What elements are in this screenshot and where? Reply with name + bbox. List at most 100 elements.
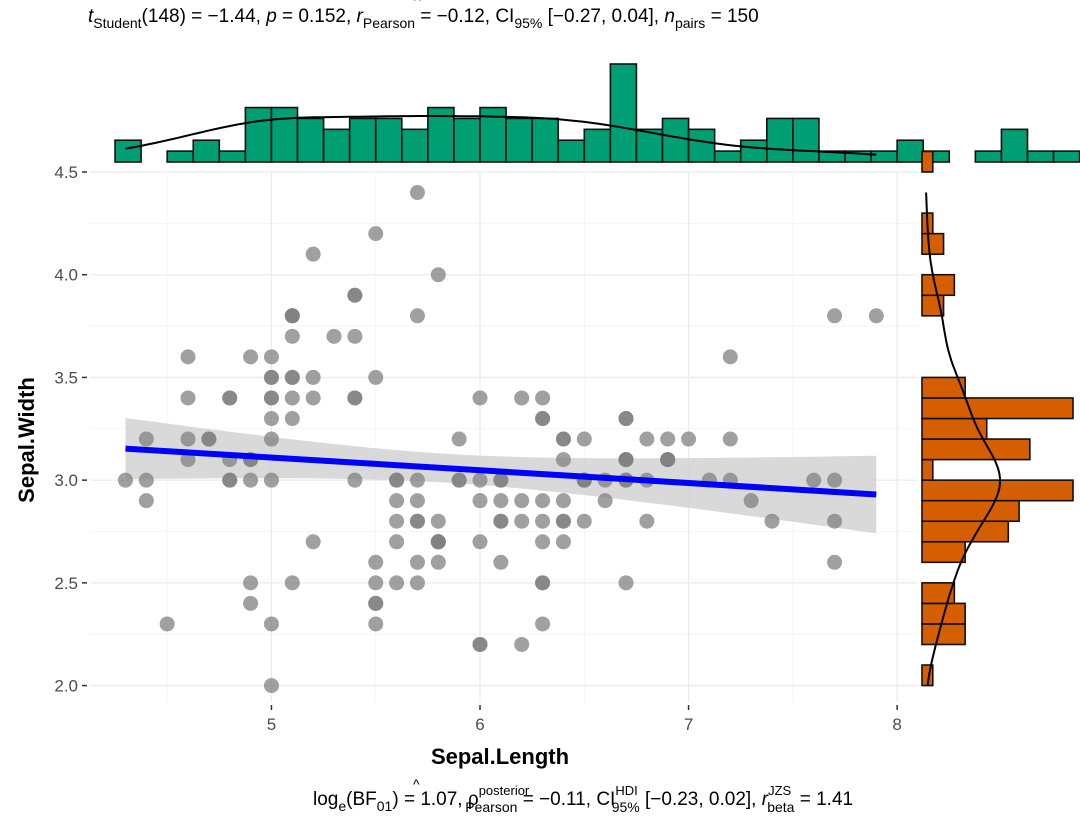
y-tick-label: 2.0	[54, 677, 78, 696]
scatter-point	[389, 513, 405, 529]
scatter-point	[389, 575, 405, 591]
scatter-point	[409, 513, 425, 529]
scatter-point	[555, 513, 571, 529]
x-histogram-bar	[557, 139, 586, 163]
x-histogram-bar	[1052, 150, 1080, 163]
scatter-point	[660, 431, 676, 447]
x-density-curve	[125, 115, 877, 156]
scatter-point	[326, 328, 342, 344]
scatter-point	[305, 369, 321, 385]
scatter-point	[180, 431, 196, 447]
y-histogram-bar	[921, 520, 1010, 543]
scatter-point	[827, 554, 843, 570]
scatter-point	[493, 493, 509, 509]
scatter-point	[514, 390, 530, 406]
x-axis: 5 6 7 8	[267, 705, 902, 734]
scatter-point	[430, 554, 446, 570]
scatter-point	[660, 452, 676, 468]
scatter-point	[243, 472, 259, 488]
scatter-point	[347, 287, 363, 303]
scatter-point	[430, 513, 446, 529]
scatter-point	[117, 472, 133, 488]
x-histogram-bar	[583, 128, 612, 163]
x-histogram-bar	[453, 117, 481, 163]
scatter-point	[409, 308, 425, 324]
scatter-point	[243, 349, 259, 365]
scatter-point	[368, 226, 384, 242]
x-histogram-bar	[270, 106, 299, 163]
y-tick-label: 4.0	[54, 266, 78, 285]
x-histogram-bar	[374, 117, 403, 163]
x-histogram-bar	[687, 128, 716, 163]
scatter-point	[263, 616, 279, 632]
y-histogram-bar	[921, 376, 966, 399]
x-histogram-bar	[1026, 150, 1055, 163]
scatter-point	[535, 534, 551, 550]
scatter-point	[263, 349, 279, 365]
x-histogram-bar	[792, 117, 820, 163]
scatter-point	[535, 575, 551, 591]
scatter-point	[284, 575, 300, 591]
x-histogram-bar	[661, 117, 690, 163]
y-histogram-bar	[921, 150, 934, 173]
y-histogram-bars	[921, 150, 1074, 687]
scatter-point	[180, 452, 196, 468]
scatter-point	[138, 431, 154, 447]
scatter-point	[722, 349, 738, 365]
x-histogram-bar	[192, 139, 221, 163]
scatter-point	[576, 513, 592, 529]
scatter-point	[159, 616, 175, 632]
y-tick-label: 2.5	[54, 574, 78, 593]
scatter-point	[305, 534, 321, 550]
y-tick-label: 3.0	[54, 471, 78, 490]
scatter-point	[535, 493, 551, 509]
rho-hat-accent: ^	[413, 776, 420, 792]
scatter-point	[243, 595, 259, 611]
x-histogram-bar	[531, 117, 560, 163]
scatter-point	[535, 411, 551, 427]
scatter-point	[347, 390, 363, 406]
scatter-point	[555, 493, 571, 509]
x-histogram-bar	[322, 128, 351, 163]
scatter-point	[827, 472, 843, 488]
scatter-point	[368, 369, 384, 385]
scatter-point	[409, 472, 425, 488]
scatter-point	[222, 390, 238, 406]
x-histogram-bar	[218, 150, 247, 163]
y-histogram-bar	[921, 499, 1020, 523]
scatter-point	[284, 308, 300, 324]
scatter-point	[764, 513, 780, 529]
scatter-point	[347, 472, 363, 488]
scatter-point	[263, 678, 279, 694]
y-histogram-bar	[921, 582, 956, 605]
x-tick-label: 6	[475, 715, 484, 734]
y-histogram-bar	[921, 540, 966, 564]
scatter-panel	[90, 171, 918, 702]
y-histogram-bar	[921, 438, 1031, 461]
scatter-point	[806, 472, 822, 488]
scatter-point	[284, 390, 300, 406]
scatter-point	[535, 513, 551, 529]
scatter-point	[180, 390, 196, 406]
x-histogram-bar	[739, 139, 768, 163]
scatter-point	[868, 308, 884, 324]
scatter-point	[243, 575, 259, 591]
scatter-point	[493, 554, 509, 570]
x-histogram-bar	[166, 150, 195, 163]
y-axis: 2.0 2.5 3.0 3.5 4.0 4.5	[54, 163, 87, 696]
chart-caption: loge(BF01) = 1.07, ρposterior Pearson = −…	[313, 783, 853, 815]
x-histogram-bars	[114, 63, 1080, 163]
scatter-point	[305, 390, 321, 406]
scatter-point	[722, 431, 738, 447]
scatter-point	[409, 185, 425, 201]
scatter-point	[472, 493, 488, 509]
scatter-point	[618, 575, 634, 591]
chart-subtitle: tStudent(148) = −1.44, p = 0.152, rPears…	[88, 6, 759, 31]
scatter-point	[180, 349, 196, 365]
scatter-point	[263, 431, 279, 447]
scatter-point	[555, 452, 571, 468]
scatter-point	[263, 472, 279, 488]
scatter-point	[263, 390, 279, 406]
scatter-point	[639, 513, 655, 529]
scatter-point	[222, 472, 238, 488]
